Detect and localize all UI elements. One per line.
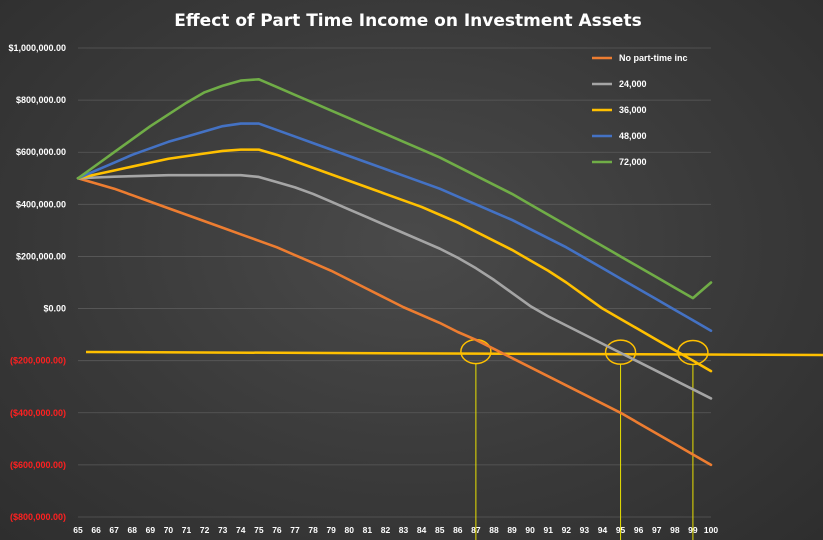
legend-label: No part-time inc <box>619 53 688 63</box>
x-tick-label: 69 <box>146 525 156 535</box>
grid <box>78 47 711 518</box>
highlight-circle <box>460 338 492 365</box>
x-tick-label: 98 <box>670 525 680 535</box>
x-tick-label: 90 <box>525 525 535 535</box>
y-axis: $1,000,000.00 $800,000.00 $600,000.00 $400,… <box>8 43 66 522</box>
x-tick-label: 66 <box>91 525 101 535</box>
series-line <box>76 122 713 333</box>
x-tick-label: 67 <box>109 525 119 535</box>
series-line <box>76 176 713 467</box>
series-line <box>76 148 713 373</box>
legend-label: 24,000 <box>619 79 647 89</box>
x-tick-label: 85 <box>435 525 445 535</box>
chart-title: Effect of Part Time Income on Investment… <box>174 11 641 31</box>
x-tick-label: 77 <box>290 525 300 535</box>
x-tick-label: 76 <box>272 525 282 535</box>
series-line <box>76 77 713 300</box>
threshold-line <box>85 350 823 357</box>
y-tick-label: $800,000.00 <box>16 95 66 105</box>
x-tick-label: 86 <box>453 525 463 535</box>
y-tick-label: $600,000.00 <box>16 147 66 157</box>
x-tick-label: 93 <box>580 525 590 535</box>
legend-label: 48,000 <box>619 131 647 141</box>
series-line <box>76 173 713 400</box>
x-tick-label: 96 <box>634 525 644 535</box>
legend-label: 36,000 <box>619 105 647 115</box>
x-tick-label: 82 <box>381 525 391 535</box>
x-tick-label: 83 <box>399 525 409 535</box>
x-tick-label: 73 <box>218 525 228 535</box>
x-tick-label: 94 <box>598 525 608 535</box>
x-tick-label: 74 <box>236 525 246 535</box>
x-tick-label: 81 <box>363 525 373 535</box>
y-tick-label: $200,000.00 <box>16 251 66 261</box>
x-tick-label: 70 <box>164 525 174 535</box>
x-tick-label: 84 <box>417 525 427 535</box>
legend-label: 72,000 <box>619 157 647 167</box>
x-tick-label: 80 <box>345 525 355 535</box>
x-tick-label: 97 <box>652 525 662 535</box>
y-tick-label: $0.00 <box>43 304 66 314</box>
x-tick-label: 68 <box>128 525 138 535</box>
annotations <box>85 338 823 540</box>
y-tick-label: ($600,000.00) <box>10 460 66 470</box>
x-tick-label: 89 <box>507 525 517 535</box>
x-tick-label: 75 <box>254 525 264 535</box>
x-tick-label: 79 <box>326 525 336 535</box>
y-tick-label: ($400,000.00) <box>10 408 66 418</box>
series-lines <box>76 77 713 467</box>
x-tick-label: 71 <box>182 525 192 535</box>
legend: No part-time inc 24,000 36,000 48,000 72,000 <box>592 53 688 167</box>
y-tick-label: $1,000,000.00 <box>8 43 66 53</box>
x-tick-label: 65 <box>73 525 83 535</box>
y-tick-label: $400,000.00 <box>16 199 66 209</box>
x-tick-label: 72 <box>200 525 210 535</box>
x-tick-label: 100 <box>704 525 718 535</box>
x-tick-label: 91 <box>543 525 553 535</box>
x-axis: 65 66 67 68 69 70 71 72 73 74 75 76 77 78 79 80 81 82 83 84… <box>73 525 718 535</box>
y-tick-label: ($200,000.00) <box>10 356 66 366</box>
x-tick-label: 92 <box>562 525 572 535</box>
x-tick-label: 78 <box>308 525 318 535</box>
x-tick-label: 88 <box>489 525 499 535</box>
y-tick-label: ($800,000.00) <box>10 512 66 522</box>
